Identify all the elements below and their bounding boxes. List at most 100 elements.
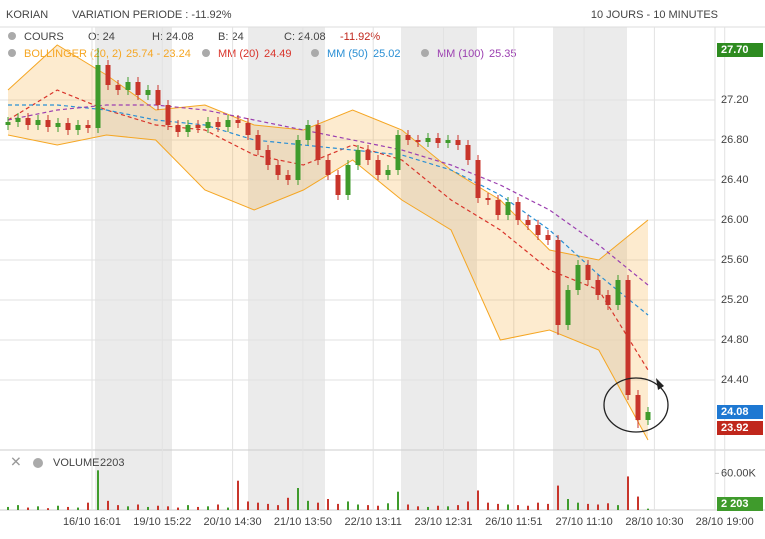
volume-bar xyxy=(57,505,59,510)
price-badge-label: 27.70 xyxy=(721,44,749,56)
volume-bar xyxy=(327,499,329,510)
price-badge-label: 23.92 xyxy=(721,422,749,434)
price-badge-label: 24.08 xyxy=(721,406,749,418)
gear-icon[interactable] xyxy=(33,458,43,468)
day-band xyxy=(401,27,477,510)
volume-bar xyxy=(507,504,509,510)
day-band xyxy=(248,27,325,510)
candle-body xyxy=(5,122,11,125)
y-tick-label: 24.80 xyxy=(721,334,749,346)
candle-body xyxy=(355,150,361,165)
volume-bar xyxy=(457,505,459,510)
legend-mm20: MM (20) xyxy=(218,48,259,60)
volume-bar xyxy=(437,505,439,510)
y-tick-label: 24.40 xyxy=(721,374,749,386)
candle-body xyxy=(235,120,241,123)
x-tick-label: 23/10 12:31 xyxy=(414,516,472,528)
candle-body xyxy=(215,122,221,127)
volume-bar xyxy=(447,506,449,510)
candle-body xyxy=(135,82,141,95)
candle-body xyxy=(625,280,631,395)
volume-bar xyxy=(187,505,189,510)
x-tick-label: 22/10 13:11 xyxy=(345,516,402,528)
y-tick-label: 25.60 xyxy=(721,254,749,266)
candle-body xyxy=(105,65,111,85)
x-tick-label: 28/10 10:30 xyxy=(625,516,683,528)
x-tick-label: 19/10 15:22 xyxy=(133,516,191,528)
candle-body xyxy=(325,160,331,175)
y-tick-label: 25.20 xyxy=(721,294,749,306)
volume-bar xyxy=(227,507,229,510)
x-tick-label: 20/10 14:30 xyxy=(204,516,262,528)
volume-bar xyxy=(107,500,109,510)
subtitle: VARIATION PERIODE : -11.92% xyxy=(72,9,232,21)
volume-bar xyxy=(537,502,539,510)
volume-bar xyxy=(647,508,649,510)
volume-bar xyxy=(267,503,269,510)
volume-bar xyxy=(237,480,239,510)
legend-mm50: MM (50) xyxy=(327,48,368,60)
volume-bar xyxy=(117,505,119,510)
candle-body xyxy=(85,125,91,128)
candle-body xyxy=(555,240,561,325)
candle-body xyxy=(585,265,591,280)
candle-body xyxy=(365,150,371,160)
candle-body xyxy=(505,202,511,215)
price-badge xyxy=(717,43,763,57)
legend-mm20-value: 24.49 xyxy=(264,48,292,60)
volume-bar xyxy=(417,506,419,510)
cours-close: C: 24.08 xyxy=(284,31,326,43)
volume-bar xyxy=(517,505,519,510)
volume-bar xyxy=(477,490,479,510)
y-tick-label: 26.80 xyxy=(721,134,749,146)
volume-badge-label: 2 203 xyxy=(721,498,749,510)
candle-body xyxy=(315,125,321,160)
annotation-arrow xyxy=(656,378,664,390)
candle-body xyxy=(455,140,461,145)
plot: 16/10 16:01 19/10 15:22 20/10 14:30 21/10 1… xyxy=(0,27,763,528)
volume-bar xyxy=(7,506,9,510)
x-tick-label: 27/10 11:10 xyxy=(555,516,612,528)
candle-body xyxy=(205,122,211,128)
candle-body xyxy=(645,412,651,420)
volume-bar xyxy=(427,506,429,510)
cours-low: B: 24 xyxy=(218,31,244,43)
candle-body xyxy=(535,225,541,235)
x-tick-label: 26/10 11:51 xyxy=(485,516,542,528)
volume-bar xyxy=(587,503,589,510)
volume-bar xyxy=(297,488,299,510)
y-tick-label: 27.20 xyxy=(721,94,749,106)
volume-bar xyxy=(357,504,359,510)
volume-bar xyxy=(177,507,179,510)
gear-icon[interactable] xyxy=(8,49,16,57)
volume-bar xyxy=(567,499,569,510)
gear-icon[interactable] xyxy=(311,49,319,57)
volume-bar xyxy=(497,503,499,510)
legend-bollinger-value: 25.74 - 23.24 xyxy=(126,48,191,60)
volume-bar xyxy=(247,501,249,510)
volume-bar xyxy=(607,503,609,510)
candle-body xyxy=(335,175,341,195)
candle-body xyxy=(465,145,471,160)
candle-body xyxy=(195,125,201,128)
day-bands xyxy=(95,27,627,510)
volume-bar xyxy=(47,508,49,510)
candle-body xyxy=(595,280,601,295)
candle-body xyxy=(125,82,131,90)
gear-icon[interactable] xyxy=(202,49,210,57)
volume-bar xyxy=(577,502,579,510)
candle-body xyxy=(95,65,101,128)
bollinger-band xyxy=(8,45,648,440)
candle-body xyxy=(225,120,231,127)
volume-bar xyxy=(347,501,349,510)
volume-bar xyxy=(217,504,219,510)
volume-bar xyxy=(127,506,129,510)
candle-body xyxy=(615,280,621,305)
bollinger-upper xyxy=(7,44,649,261)
volume-bar xyxy=(547,503,549,510)
close-icon[interactable]: ✕ xyxy=(10,454,22,470)
volume-bar xyxy=(557,485,559,510)
gear-icon[interactable] xyxy=(421,49,429,57)
gear-icon[interactable] xyxy=(8,32,16,40)
candle-body xyxy=(425,138,431,142)
